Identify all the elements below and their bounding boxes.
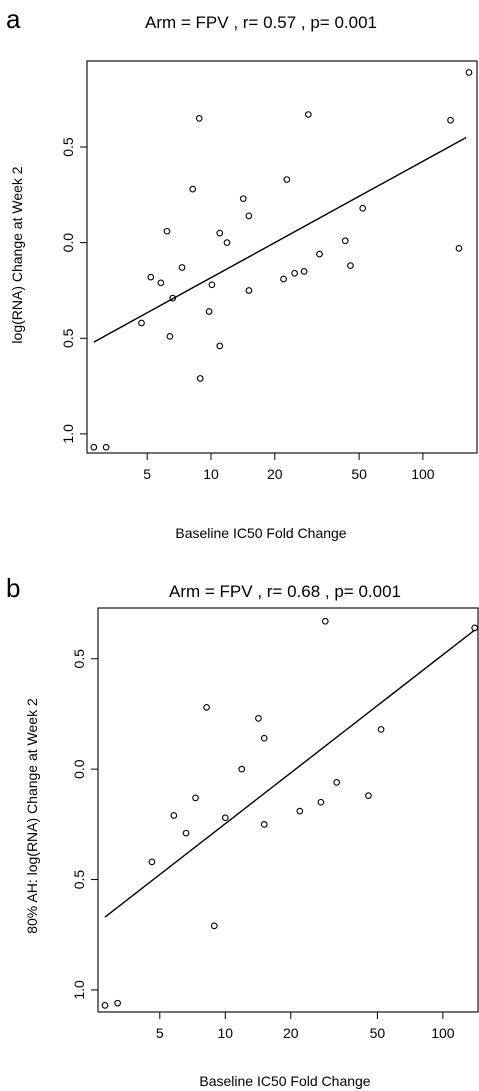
panel-a-data-point	[359, 204, 367, 212]
panel-a-data-point	[291, 269, 298, 277]
panel-a-data-point	[163, 227, 171, 235]
panel-b-x-axis-label: Baseline IC50 Fold Change	[199, 1073, 370, 1089]
panel-b-data-point	[471, 624, 479, 632]
panel-a-data-point	[245, 287, 253, 294]
panel-a-x-tick-label: 10	[203, 466, 219, 482]
panel-a-data-point	[300, 267, 308, 275]
panel-a-regression-line	[93, 136, 467, 343]
panel-b-data-point	[210, 922, 218, 930]
panel-b-data-point	[114, 999, 121, 1007]
panel-b-regression-line	[104, 629, 476, 918]
panel-a-data-point	[304, 111, 312, 118]
panel-a-data-point	[178, 264, 186, 271]
panel-a-data-point	[216, 229, 224, 237]
panel-a-y-tick-label: 0.0	[60, 233, 76, 253]
panel-a-data-point	[465, 69, 473, 76]
panel-a-data-point	[280, 275, 287, 283]
panel-b-plot-frame	[97, 607, 479, 1013]
panel-a-plot-frame	[86, 60, 478, 454]
panel-a: a Arm = FPV , r= 0.57 , p= 0.001 Baselin…	[6, 4, 478, 541]
panel-a-data-point	[455, 245, 463, 252]
panel-b-data-point	[260, 820, 268, 828]
panel-b-data-point	[170, 812, 178, 819]
panel-b-y-axis-label: 80% AH: log(RNA) Change at Week 2	[24, 698, 40, 934]
panel-a-x-tick-label: 5	[143, 466, 151, 482]
panel-a-data-point	[189, 185, 197, 193]
panel-a-data-point	[316, 250, 323, 258]
panel-b-data-point	[317, 798, 325, 806]
panel-a-y-tick-label: 1.0	[60, 424, 76, 444]
panel-a-data-point	[138, 319, 145, 327]
panel-b-data-point	[192, 794, 199, 802]
panel-b: b Arm = FPV , r= 0.68 , p= 0.001 Baselin…	[6, 573, 479, 1089]
panel-a-data-point	[245, 212, 253, 220]
panel-b-data-point	[321, 617, 329, 625]
panel-b-data-point	[260, 734, 268, 742]
panel-b-data-point	[148, 858, 156, 866]
panel-a-data-point	[157, 279, 165, 287]
panel-b-data-point	[255, 715, 262, 722]
panel-a-y-tick-label: 0.5	[60, 328, 76, 348]
panel-a-data-point	[90, 443, 98, 451]
panel-a-data-point	[208, 281, 216, 289]
panel-a-data-point	[216, 342, 224, 350]
panel-b-x-tick-label: 20	[283, 1025, 299, 1041]
panel-b-y-tick-label: 0.5	[71, 870, 87, 890]
panel-a-data-point	[196, 375, 204, 382]
panel-b-y-tick-label: 0.5	[71, 649, 87, 669]
panel-a-data-point	[169, 294, 177, 302]
panel-a-title: Arm = FPV , r= 0.57 , p= 0.001	[145, 13, 377, 32]
panel-a-data-point	[239, 195, 247, 203]
panel-a-x-axis-label: Baseline IC50 Fold Change	[175, 525, 346, 541]
panel-b-data-point	[365, 792, 372, 800]
panel-a-data-point	[447, 116, 454, 124]
panel-a-y-tick-label: 0.5	[60, 137, 76, 157]
panel-a-data-point	[205, 308, 213, 315]
panel-b-y-tick-label: 0.0	[71, 759, 87, 779]
panel-b-data-point	[333, 779, 341, 786]
panel-a-data-point	[283, 176, 291, 183]
panel-b-x-tick-label: 5	[156, 1025, 164, 1041]
panel-b-data-point	[377, 726, 385, 733]
panel-b-data-point	[221, 814, 229, 822]
panel-a-data-point	[341, 237, 349, 245]
panel-a-data-point	[147, 273, 155, 281]
panel-b-data-point	[101, 1002, 109, 1009]
panel-a-data-point	[166, 333, 174, 340]
panel-b-x-tick-label: 100	[431, 1025, 455, 1041]
panel-a-x-tick-label: 50	[351, 466, 367, 482]
panel-a-data-point	[195, 115, 203, 122]
panel-b-y-tick-label: 1.0	[71, 980, 87, 1000]
panel-b-data-point	[296, 807, 304, 815]
panel-b-data-point	[203, 703, 210, 711]
panel-b-data-point	[182, 829, 190, 837]
panel-letter-a: a	[6, 4, 21, 34]
panel-b-x-tick-label: 50	[370, 1025, 386, 1041]
panel-a-data-point	[347, 262, 354, 269]
panel-b-title: Arm = FPV , r= 0.68 , p= 0.001	[169, 582, 401, 601]
panel-a-x-tick-label: 100	[411, 466, 435, 482]
panel-a-data-point	[102, 443, 110, 451]
panel-a-plot: 5 10 20 50 100 1.0 0.5 0.0 0.5	[60, 69, 473, 482]
panel-a-x-tick-label: 20	[267, 466, 283, 482]
panel-a-y-axis-label: log(RNA) Change at Week 2	[9, 166, 25, 343]
panel-b-plot: 5 10 20 50 100 1.0 0.5 0.0 0.5	[71, 617, 479, 1041]
panel-b-data-point	[238, 765, 246, 773]
panel-letter-b: b	[6, 573, 20, 603]
panel-b-x-tick-label: 10	[218, 1025, 234, 1041]
panel-a-data-point	[223, 239, 231, 247]
